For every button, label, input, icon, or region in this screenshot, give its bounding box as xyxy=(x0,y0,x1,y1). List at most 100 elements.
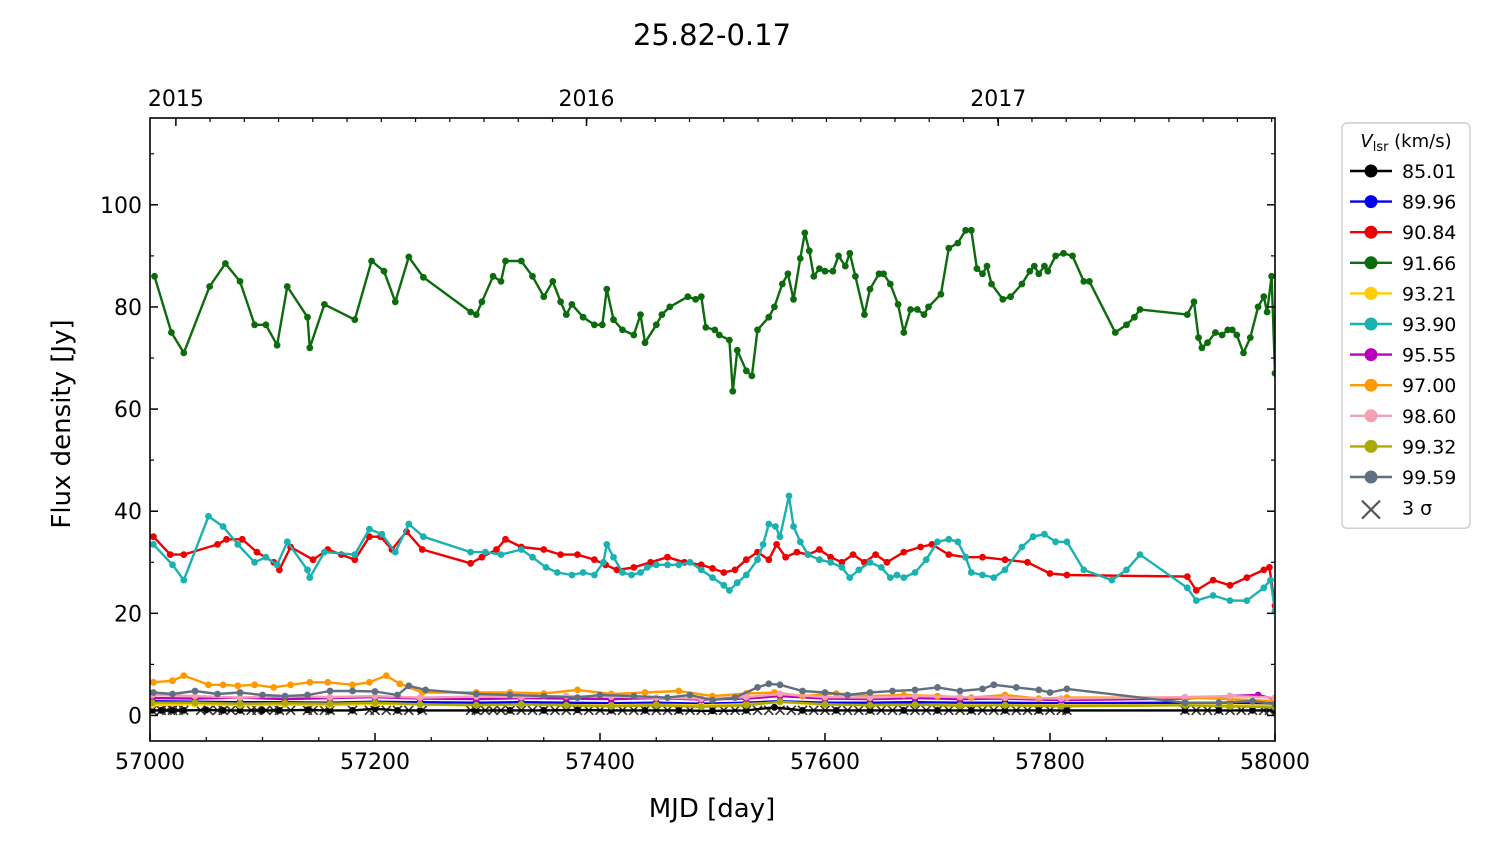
data-point xyxy=(664,694,671,701)
data-point xyxy=(652,321,660,329)
data-point xyxy=(420,273,427,281)
data-point xyxy=(907,306,914,313)
data-point xyxy=(886,280,894,288)
data-point xyxy=(630,331,638,339)
series-91.66 xyxy=(151,226,1275,395)
data-point xyxy=(405,682,413,690)
x-axis-label: MJD [day] xyxy=(649,794,776,824)
data-point xyxy=(169,561,176,569)
data-point xyxy=(1181,693,1189,701)
series-90.84 xyxy=(150,528,1275,610)
data-point xyxy=(893,571,901,579)
data-point xyxy=(1226,581,1234,589)
data-point xyxy=(283,538,291,546)
data-point xyxy=(1041,262,1048,270)
data-point xyxy=(472,690,480,698)
data-point xyxy=(1209,592,1217,599)
data-point xyxy=(956,702,964,710)
data-point xyxy=(610,553,617,561)
data-point xyxy=(810,272,818,280)
data-point xyxy=(641,707,649,714)
data-point xyxy=(1018,280,1026,288)
legend-entry: 99.59 xyxy=(1350,467,1456,489)
data-point xyxy=(877,564,885,571)
data-point xyxy=(1240,349,1247,357)
data-point xyxy=(697,293,705,301)
data-point xyxy=(816,265,823,272)
data-point xyxy=(866,285,874,293)
y-tick-label: 60 xyxy=(114,398,142,423)
data-point xyxy=(945,244,953,252)
data-point xyxy=(742,571,750,579)
data-point xyxy=(945,551,953,558)
data-point xyxy=(517,700,525,708)
data-point xyxy=(1198,344,1206,352)
data-point xyxy=(911,701,919,709)
data-point xyxy=(251,558,258,566)
data-point xyxy=(1035,270,1043,278)
data-point xyxy=(371,705,379,713)
data-point xyxy=(391,548,399,556)
y-tick-label: 20 xyxy=(114,602,142,627)
data-point xyxy=(771,703,778,711)
data-point xyxy=(273,561,281,569)
data-point xyxy=(880,270,887,278)
data-point xyxy=(191,692,199,700)
data-point xyxy=(1260,584,1268,592)
legend-entry: 97.00 xyxy=(1350,375,1456,397)
data-point xyxy=(711,326,719,334)
data-point xyxy=(1026,267,1034,275)
data-point xyxy=(715,331,723,339)
series-99.32 xyxy=(150,698,1275,711)
legend-entry: 95.55 xyxy=(1350,345,1456,367)
data-point xyxy=(568,301,576,308)
legend-entry: 93.90 xyxy=(1350,314,1456,336)
data-point xyxy=(637,569,644,576)
data-point xyxy=(497,551,505,558)
data-point xyxy=(238,535,246,543)
data-point xyxy=(726,587,733,594)
data-point xyxy=(157,707,165,714)
data-point xyxy=(306,574,314,581)
data-point xyxy=(540,692,548,700)
data-point xyxy=(866,701,874,709)
data-point xyxy=(150,678,157,686)
data-point xyxy=(497,278,505,285)
data-point xyxy=(205,512,212,520)
data-point xyxy=(967,707,975,714)
data-point xyxy=(1029,533,1037,541)
data-point xyxy=(517,546,525,553)
data-point xyxy=(1209,576,1217,584)
data-point xyxy=(1046,570,1054,577)
data-point xyxy=(776,533,784,541)
data-point xyxy=(276,707,283,714)
top-tick-label: 2015 xyxy=(148,87,204,112)
data-point xyxy=(371,699,379,707)
data-point xyxy=(366,525,373,533)
data-point xyxy=(962,553,969,561)
data-point xyxy=(954,538,962,546)
data-point xyxy=(191,699,199,707)
data-point xyxy=(846,574,854,581)
data-point xyxy=(1181,699,1189,707)
data-point xyxy=(1001,566,1009,574)
data-point xyxy=(726,336,733,344)
data-point xyxy=(990,574,998,581)
data-point xyxy=(709,696,716,704)
data-point xyxy=(1060,249,1067,257)
data-point xyxy=(967,226,975,234)
data-point xyxy=(829,267,837,275)
data-point xyxy=(720,581,728,589)
data-point xyxy=(1136,551,1144,558)
data-point xyxy=(796,255,804,262)
data-point xyxy=(641,339,649,347)
data-point xyxy=(598,321,606,329)
data-point xyxy=(416,694,424,701)
data-point xyxy=(934,707,941,714)
data-point xyxy=(251,681,258,689)
data-point xyxy=(742,701,750,709)
data-point xyxy=(1190,298,1198,306)
data-point xyxy=(529,272,536,280)
data-point xyxy=(742,367,750,375)
data-point xyxy=(219,523,227,530)
